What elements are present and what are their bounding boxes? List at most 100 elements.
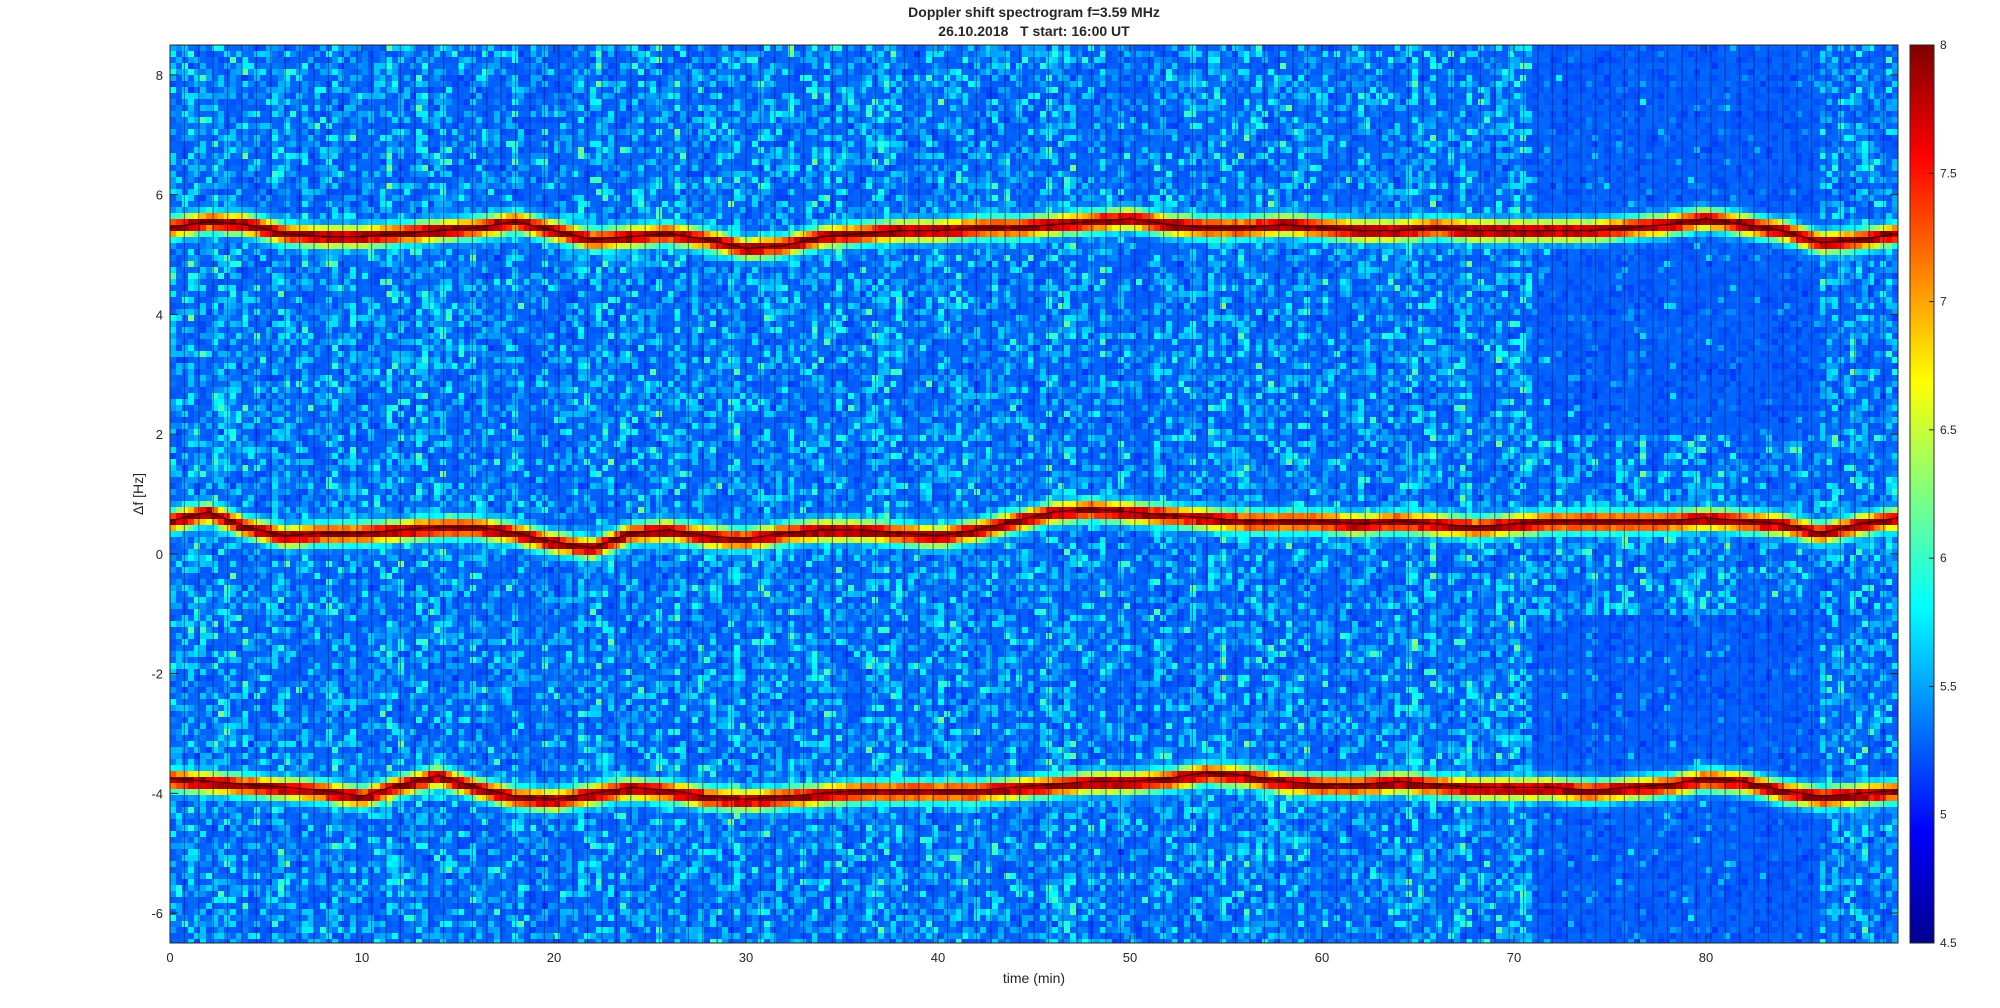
- heatmap-cell: [200, 207, 207, 214]
- heatmap-cell: [290, 321, 297, 328]
- heatmap-cell: [218, 711, 225, 718]
- heatmap-cell: [314, 609, 321, 616]
- heatmap-cell: [170, 789, 177, 796]
- heatmap-cell: [254, 873, 261, 880]
- heatmap-cell: [230, 939, 237, 943]
- heatmap-cell: [236, 171, 243, 178]
- heatmap-cell: [332, 159, 339, 166]
- heatmap-cell: [260, 345, 267, 352]
- heatmap-cell: [242, 201, 249, 208]
- heatmap-cell: [344, 297, 351, 304]
- heatmap-cell: [212, 783, 219, 790]
- heatmap-cell: [218, 753, 225, 760]
- heatmap-cell: [218, 741, 225, 748]
- heatmap-cell: [170, 279, 177, 286]
- heatmap-cell: [332, 753, 339, 760]
- heatmap-cell: [248, 501, 255, 508]
- heatmap-cell: [272, 459, 279, 466]
- heatmap-cell: [218, 429, 225, 436]
- heatmap-cell: [356, 447, 363, 454]
- heatmap-cell: [182, 63, 189, 70]
- heatmap-cell: [272, 237, 279, 244]
- heatmap-cell: [278, 423, 285, 430]
- heatmap-cell: [212, 135, 219, 142]
- heatmap-cell: [302, 819, 309, 826]
- heatmap-cell: [338, 345, 345, 352]
- heatmap-cell: [194, 375, 201, 382]
- heatmap-cell: [308, 771, 315, 778]
- heatmap-cell: [236, 921, 243, 928]
- heatmap-cell: [176, 285, 183, 292]
- heatmap-cell: [248, 543, 255, 550]
- heatmap-cell: [194, 753, 201, 760]
- heatmap-cell: [212, 591, 219, 598]
- heatmap-cell: [278, 159, 285, 166]
- heatmap-cell: [308, 237, 315, 244]
- heatmap-cell: [356, 639, 363, 646]
- heatmap-cell: [188, 783, 195, 790]
- heatmap-cell: [290, 603, 297, 610]
- heatmap-cell: [320, 99, 327, 106]
- heatmap-cell: [362, 339, 369, 346]
- heatmap-cell: [338, 759, 345, 766]
- heatmap-cell: [248, 891, 255, 898]
- heatmap-cell: [266, 75, 273, 82]
- heatmap-cell: [308, 393, 315, 400]
- heatmap-cell: [206, 411, 213, 418]
- heatmap-cell: [200, 369, 207, 376]
- heatmap-cell: [308, 933, 315, 940]
- heatmap-cell: [200, 387, 207, 394]
- heatmap-cell: [302, 939, 309, 943]
- heatmap-cell: [272, 933, 279, 940]
- heatmap-cell: [332, 699, 339, 706]
- heatmap-cell: [188, 231, 195, 238]
- heatmap-cell: [218, 633, 225, 640]
- heatmap-cell: [200, 771, 207, 778]
- heatmap-cell: [248, 633, 255, 640]
- heatmap-cell: [320, 561, 327, 568]
- heatmap-cell: [170, 273, 177, 280]
- heatmap-cell: [248, 237, 255, 244]
- heatmap-cell: [254, 903, 261, 910]
- heatmap-cell: [248, 507, 255, 514]
- heatmap-cell: [290, 51, 297, 58]
- heatmap-cell: [194, 123, 201, 130]
- heatmap-cell: [338, 285, 345, 292]
- heatmap-cell: [248, 69, 255, 76]
- heatmap-cell: [332, 555, 339, 562]
- heatmap-cell: [236, 795, 243, 802]
- heatmap-cell: [326, 183, 333, 190]
- heatmap-cell: [200, 585, 207, 592]
- heatmap-cell: [266, 297, 273, 304]
- heatmap-cell: [362, 171, 369, 178]
- heatmap-cell: [212, 927, 219, 934]
- heatmap-cell: [326, 555, 333, 562]
- heatmap-cell: [218, 759, 225, 766]
- heatmap-cell: [254, 891, 261, 898]
- heatmap-cell: [242, 825, 249, 832]
- heatmap-cell: [272, 297, 279, 304]
- heatmap-cell: [356, 711, 363, 718]
- heatmap-cell: [248, 693, 255, 700]
- heatmap-cell: [314, 135, 321, 142]
- heatmap-cell: [266, 435, 273, 442]
- heatmap-cell: [302, 747, 309, 754]
- heatmap-cell: [332, 609, 339, 616]
- heatmap-cell: [332, 843, 339, 850]
- heatmap-cell: [344, 525, 351, 532]
- heatmap-cell: [356, 939, 363, 943]
- heatmap-cell: [188, 747, 195, 754]
- heatmap-cell: [320, 585, 327, 592]
- heatmap-cell: [236, 771, 243, 778]
- heatmap-cell: [200, 141, 207, 148]
- heatmap-cell: [272, 693, 279, 700]
- heatmap-cell: [284, 729, 291, 736]
- heatmap-cell: [314, 645, 321, 652]
- heatmap-cell: [194, 819, 201, 826]
- heatmap-cell: [206, 207, 213, 214]
- heatmap-cell: [356, 411, 363, 418]
- heatmap-cell: [206, 279, 213, 286]
- heatmap-cell: [308, 129, 315, 136]
- heatmap-cell: [206, 129, 213, 136]
- heatmap-cell: [170, 513, 177, 520]
